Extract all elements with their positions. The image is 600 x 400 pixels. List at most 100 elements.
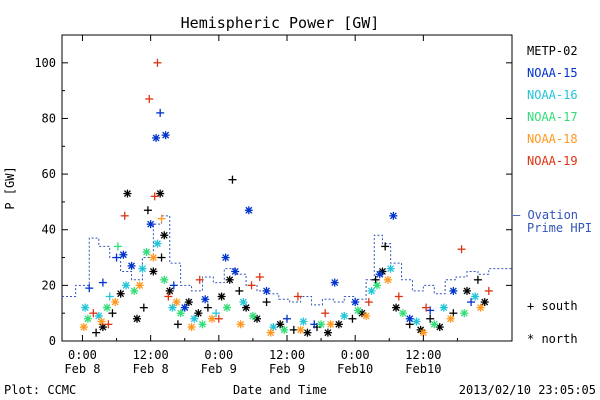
data-points — [79, 58, 493, 337]
data-point — [184, 298, 193, 307]
x-tick-label-date: Feb 8 — [64, 362, 100, 376]
data-point — [160, 275, 169, 284]
series-noaa-19 — [89, 58, 493, 329]
data-point — [239, 298, 248, 307]
data-point — [98, 278, 107, 287]
legend: METP-02 NOAA-15 NOAA-16 NOAA-17 NOAA-18 NOAA-… — [527, 44, 578, 168]
data-point — [323, 328, 332, 337]
data-point — [255, 273, 264, 282]
data-point — [293, 292, 302, 301]
data-point — [139, 303, 148, 312]
plot-frame — [61, 34, 513, 342]
data-point — [471, 292, 480, 301]
data-point — [340, 311, 349, 320]
data-point — [358, 309, 366, 318]
data-point — [111, 298, 120, 307]
data-point — [394, 292, 403, 301]
data-point — [367, 286, 376, 295]
data-point — [351, 298, 360, 307]
data-point — [156, 108, 165, 117]
data-point — [198, 320, 207, 329]
data-point — [405, 314, 414, 323]
data-point — [330, 278, 339, 287]
x-tick-label-time: 12:00 — [405, 348, 441, 362]
x-tick-label-time: 0:00 — [204, 348, 233, 362]
marker-legend-north: * north — [527, 332, 578, 346]
x-tick-label-time: 12:00 — [133, 348, 169, 362]
y-tick-label: 60 — [42, 167, 56, 181]
data-point — [173, 320, 182, 329]
data-point — [105, 292, 114, 301]
series-noaa-17 — [83, 242, 469, 334]
data-point — [244, 206, 253, 215]
data-point — [108, 309, 117, 318]
data-point — [383, 275, 392, 284]
footer-right: 2013/02/10 23:05:05 — [459, 383, 596, 397]
data-point — [187, 323, 196, 332]
marker-legend-south: + south — [527, 299, 578, 313]
ovation-hpi-line — [62, 215, 512, 306]
data-point — [439, 303, 448, 312]
data-point — [130, 286, 139, 295]
data-point — [195, 275, 204, 284]
footer-left: Plot: CCMC — [4, 383, 76, 397]
data-point — [143, 206, 152, 215]
data-point — [149, 253, 158, 262]
data-point — [223, 303, 231, 312]
x-tick-label-time: 12:00 — [269, 348, 305, 362]
data-point — [463, 286, 471, 295]
data-point — [276, 320, 285, 329]
data-point — [373, 281, 381, 290]
data-point — [97, 317, 106, 326]
data-point — [348, 314, 357, 323]
data-point — [235, 286, 244, 295]
data-point — [165, 286, 174, 295]
legend-item-noaa-19: NOAA-19 — [527, 154, 578, 168]
data-point — [473, 275, 482, 284]
data-point — [398, 309, 407, 318]
data-point — [426, 306, 435, 315]
data-point — [214, 314, 223, 323]
data-point — [120, 211, 129, 220]
data-point — [253, 314, 261, 323]
data-point — [446, 314, 455, 323]
series-noaa-15 — [85, 108, 476, 329]
data-point — [375, 270, 384, 279]
data-point — [104, 320, 113, 329]
data-point — [180, 303, 189, 312]
data-point — [85, 284, 94, 293]
data-point — [113, 242, 122, 251]
data-point — [386, 264, 395, 273]
data-point — [435, 323, 444, 332]
legend-item-noaa-17: NOAA-17 — [527, 110, 578, 124]
data-point — [236, 320, 245, 329]
data-point — [353, 306, 362, 315]
data-point — [160, 231, 169, 240]
data-point — [92, 328, 101, 337]
data-point — [426, 314, 435, 323]
data-point — [153, 58, 162, 67]
series-noaa-18 — [79, 214, 485, 337]
data-point — [334, 320, 343, 329]
data-point — [145, 94, 154, 103]
data-point — [228, 175, 237, 184]
data-point — [201, 295, 210, 304]
data-point — [79, 323, 88, 332]
x-axis-label: Date and Time — [233, 383, 327, 397]
legend-item-noaa-18: NOAA-18 — [527, 132, 578, 146]
data-point — [225, 275, 234, 284]
y-tick-label: 100 — [34, 56, 56, 70]
data-point — [157, 214, 166, 223]
data-point — [296, 325, 305, 334]
data-point — [156, 189, 165, 198]
data-point — [317, 320, 326, 329]
data-point — [133, 314, 141, 323]
data-point — [247, 281, 256, 290]
x-tick-label-date: Feb 8 — [133, 362, 169, 376]
data-point — [457, 245, 466, 254]
data-point — [266, 328, 275, 337]
ovation-step-path — [62, 215, 512, 306]
data-point — [262, 298, 271, 307]
data-point — [392, 303, 401, 312]
data-point — [299, 317, 308, 326]
